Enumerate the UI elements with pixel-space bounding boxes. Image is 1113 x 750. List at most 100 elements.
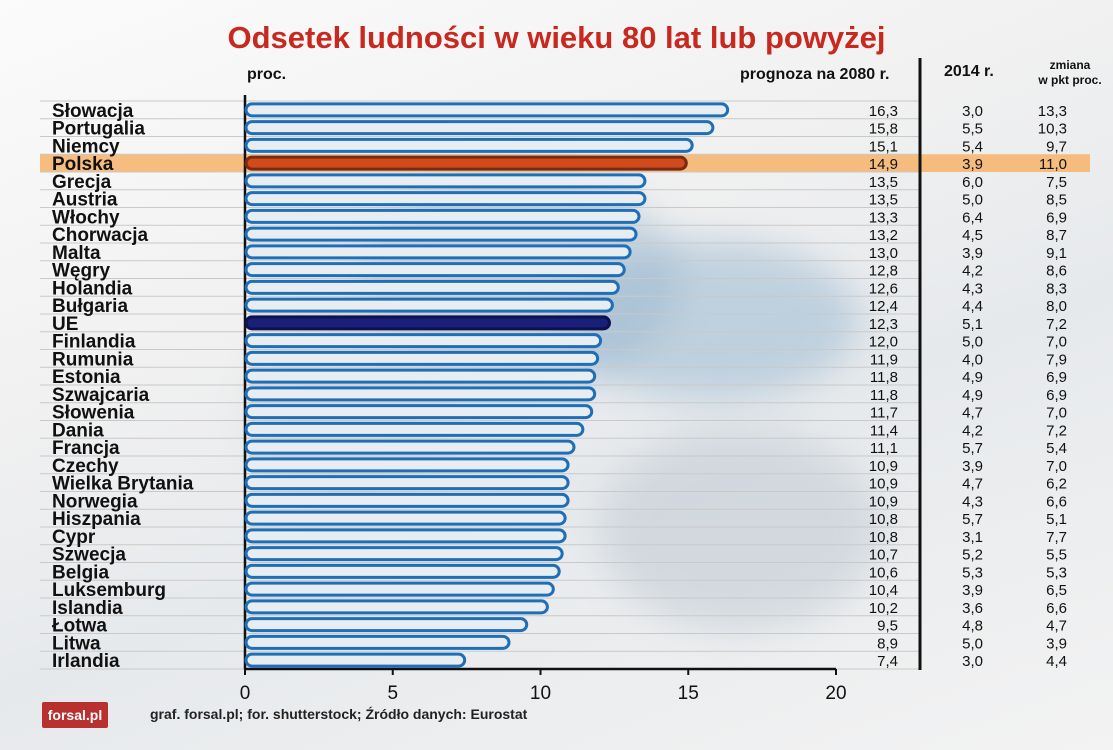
forecast-value-label: 10,8 [869,511,898,528]
category-label: Chorwacja [52,225,149,246]
change-value-label: 4,4 [1046,653,1067,670]
category-label: Irlandia [52,651,120,672]
value-2014-label: 4,9 [962,369,983,386]
category-label: Cypr [52,527,96,548]
value-2014-label: 3,0 [962,103,983,120]
change-value-label: 7,2 [1046,422,1067,439]
value-2014-label: 6,4 [962,209,983,226]
change-value-label: 5,1 [1046,511,1067,528]
change-value-label: 7,0 [1046,405,1067,422]
value-2014-label: 4,8 [962,618,983,635]
bar-Szwajcaria [244,386,597,402]
value-2014-label: 5,0 [962,635,983,652]
change-value-label: 13,3 [1038,103,1067,120]
forecast-value-label: 13,2 [869,227,898,244]
bar-Litwa [244,634,511,650]
category-label: Estonia [52,367,121,388]
change-value-label: 6,9 [1046,369,1067,386]
forecast-value-label: 16,3 [869,103,898,120]
forecast-value-label: 10,7 [869,547,898,564]
background-photo-shape [600,430,880,630]
change-value-label: 7,5 [1046,174,1067,191]
forecast-value-label: 13,0 [869,245,898,262]
bar-Austria [244,191,647,207]
x-tick-label: 15 [678,683,699,704]
value-2014-label: 3,0 [962,653,983,670]
forecast-value-label: 15,1 [869,138,898,155]
forecast-value-label: 11,8 [870,387,898,404]
value-2014-label: 4,0 [962,351,983,368]
category-label: Włochy [52,207,120,228]
value-2014-label: 4,9 [962,387,983,404]
change-header-line-1: zmiana [1049,58,1091,72]
forecast-column-header: prognoza na 2080 r. [740,66,890,83]
category-label: Belgia [52,562,109,583]
value-2014-label: 5,4 [962,138,983,155]
forecast-value-label: 12,8 [869,263,898,280]
bar-Malta [244,244,632,260]
value-2014-label: 5,1 [962,316,983,333]
bar-Irlandia [244,652,467,668]
bar-Wielka Brytania [244,475,570,491]
forecast-value-label: 15,8 [869,121,898,138]
value-2014-label: 4,7 [962,476,983,493]
bar-Niemcy [244,137,694,153]
forsal-logo: forsal.pl [42,702,108,728]
change-value-label: 8,3 [1046,280,1067,297]
category-label: Litwa [52,633,101,654]
change-value-label: 5,5 [1046,547,1067,564]
category-label: Portugalia [52,119,145,140]
forecast-value-label: 12,3 [869,316,898,333]
category-label: Słowenia [52,403,135,424]
x-tick-label: 0 [240,683,251,704]
category-label: Słowacja [52,101,134,122]
change-header-line-2: w pkt proc. [1038,73,1102,87]
forecast-value-label: 11,9 [870,351,898,368]
forecast-value-label: 10,6 [869,564,898,581]
change-value-label: 5,4 [1046,440,1067,457]
change-value-label: 6,9 [1046,387,1067,404]
change-value-label: 7,2 [1046,316,1067,333]
forecast-value-label: 10,4 [869,582,898,599]
bar-Węgry [244,262,626,278]
value-2014-label: 4,4 [962,298,983,315]
forecast-value-label: 13,3 [869,209,898,226]
forecast-value-label: 11,1 [870,440,898,457]
value-2014-label: 5,7 [962,440,983,457]
forecast-value-label: 11,7 [870,405,898,422]
bar-Chorwacja [244,226,638,242]
change-value-label: 3,9 [1046,635,1067,652]
category-label: Francja [52,438,120,459]
x-tick-label: 5 [387,683,398,704]
value-2014-label: 4,5 [962,227,983,244]
value-2014-label: 5,0 [962,334,983,351]
change-value-label: 10,3 [1038,121,1067,138]
x-tick-label: 20 [825,683,846,704]
bar-Estonia [244,368,597,384]
category-label: Holandia [52,278,133,299]
category-label: UE [52,314,78,335]
category-label: Rumunia [52,349,134,370]
forecast-value-label: 11,4 [870,422,898,439]
forecast-value-label: 11,8 [870,369,898,386]
bar-Belgia [244,563,561,579]
category-label: Wielka Brytania [52,474,194,495]
change-value-label: 8,7 [1046,227,1067,244]
category-label: Szwajcaria [52,385,150,406]
category-label: Czechy [52,456,119,477]
category-label: Niemcy [52,136,120,157]
forecast-value-label: 10,9 [869,458,898,475]
forecast-value-label: 13,5 [869,174,898,191]
bar-Luksemburg [244,581,555,597]
value-2014-label: 4,3 [962,280,983,297]
value-2014-label: 4,2 [962,263,983,280]
forecast-value-label: 13,5 [869,192,898,209]
change-value-label: 8,0 [1046,298,1067,315]
change-value-label: 5,3 [1046,564,1067,581]
forecast-value-label: 10,9 [869,476,898,493]
category-label: Szwecja [52,545,126,566]
category-label: Polska [52,154,114,175]
chart-title: Odsetek ludności w wieku 80 lat lub powy… [227,20,886,55]
bar-Islandia [244,599,549,615]
